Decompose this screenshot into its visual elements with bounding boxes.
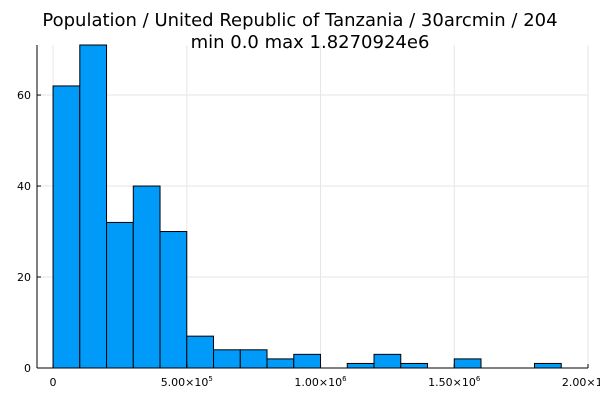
chart-subtitle: min 0.0 max 1.8270924e6: [191, 32, 430, 53]
histogram-bar: [159, 231, 188, 369]
histogram-bar: [266, 358, 295, 369]
y-tick-label: 40: [17, 180, 31, 193]
x-tick-label: 2.00×106: [562, 375, 600, 389]
histogram-bar: [346, 362, 375, 369]
x-tick-label: 1.50×106: [428, 375, 481, 389]
histogram-bar: [213, 349, 241, 369]
y-axis-ticks: 0 20 40 60: [17, 89, 41, 375]
histogram-bar: [373, 353, 402, 369]
x-tick-label: 0: [50, 376, 57, 389]
histogram-bar: [132, 185, 161, 369]
bars-group: [52, 44, 562, 369]
histogram-bar: [52, 85, 81, 369]
chart-title: Population / United Republic of Tanzania…: [42, 10, 557, 31]
x-tick-label: 5.00×105: [161, 375, 213, 389]
axes: [36, 45, 588, 369]
histogram-bar: [293, 353, 322, 369]
x-tick-label: 1.00×106: [294, 375, 347, 389]
x-axis-ticks: 0 5.00×105 1.00×106 1.50×106 2.00×106: [50, 364, 600, 389]
histogram-bar: [453, 358, 482, 369]
histogram-bar: [106, 221, 134, 369]
y-tick-label: 0: [24, 362, 31, 375]
y-tick-label: 60: [17, 89, 31, 102]
histogram-bar: [400, 362, 429, 369]
histogram-bar: [79, 44, 108, 369]
histogram-bar: [239, 349, 268, 369]
y-tick-label: 20: [17, 271, 31, 284]
histogram-bar: [186, 335, 215, 369]
histogram-bar: [534, 362, 562, 369]
